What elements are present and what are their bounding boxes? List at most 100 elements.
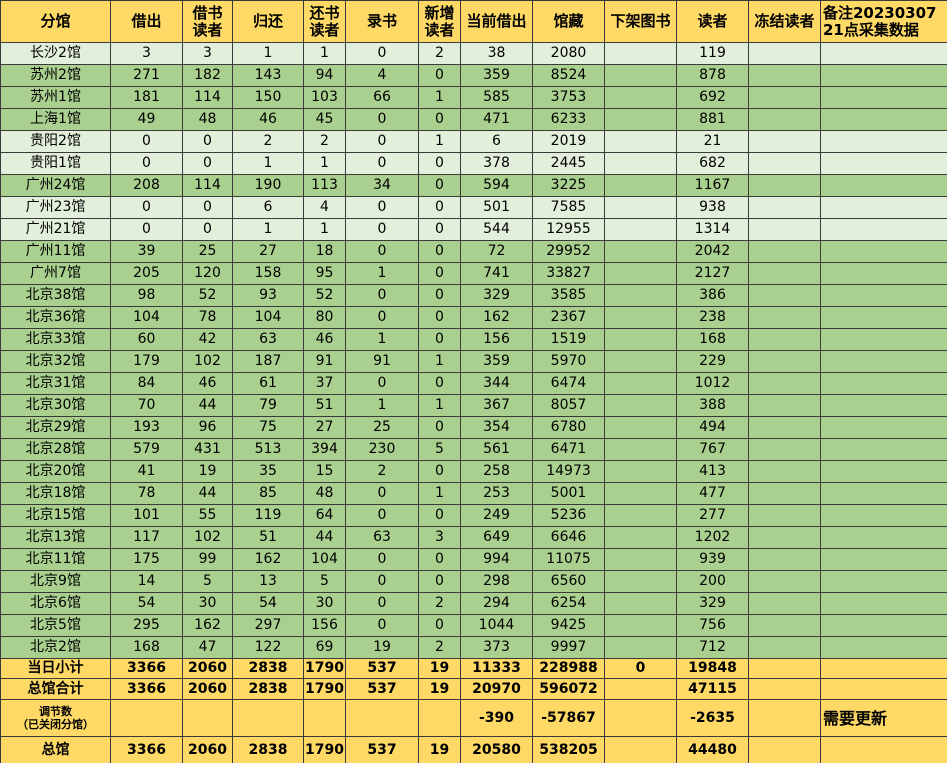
cell: [820, 394, 947, 417]
cell: 0: [345, 372, 419, 395]
cell: 102: [182, 350, 233, 373]
cell: 52: [303, 284, 346, 307]
cell: [820, 130, 947, 153]
cell: [604, 438, 677, 461]
cell: [748, 328, 821, 351]
cell: [748, 306, 821, 329]
cell: [604, 482, 677, 505]
cell: [820, 350, 947, 373]
branch-cell: 北京13馆: [0, 526, 111, 549]
cell: 61: [232, 372, 304, 395]
cell: 298: [460, 570, 533, 593]
cell: 72: [460, 240, 533, 263]
header-cell: 当前借出: [460, 0, 533, 43]
cell: 6474: [532, 372, 605, 395]
cell: [820, 592, 947, 615]
cell: 229: [676, 350, 749, 373]
cell: 63: [232, 328, 304, 351]
summary-cell: 537: [345, 736, 419, 763]
cell: 5: [182, 570, 233, 593]
cell: 63: [345, 526, 419, 549]
summary-cell: 2060: [182, 736, 233, 763]
cell: [820, 548, 947, 571]
cell: [748, 240, 821, 263]
summary-cell: 19: [418, 658, 461, 679]
cell: [604, 240, 677, 263]
cell: 3: [418, 526, 461, 549]
cell: 1: [232, 218, 304, 241]
cell: [748, 504, 821, 527]
summary-cell: 538205: [532, 736, 605, 763]
summary-cell: 596072: [532, 678, 605, 700]
cell: 96: [182, 416, 233, 439]
cell: 48: [303, 482, 346, 505]
data-row: 北京9馆 14 5 13 5 0 0 298 6560 200: [0, 570, 947, 593]
cell: 585: [460, 86, 533, 109]
cell: [604, 196, 677, 219]
cell: 150: [232, 86, 304, 109]
data-row: 广州24馆 208 114 190 113 34 0 594 3225 1167: [0, 174, 947, 197]
cell: 373: [460, 636, 533, 659]
cell: 0: [110, 218, 183, 241]
cell: 79: [232, 394, 304, 417]
cell: 1314: [676, 218, 749, 241]
data-row: 北京29馆 193 96 75 27 25 0 354 6780 494: [0, 416, 947, 439]
summary-row: 当日小计 3366 2060 2838 1790 537 19 11333 228988 0 198…: [0, 658, 947, 679]
cell: 30: [182, 592, 233, 615]
cell: 294: [460, 592, 533, 615]
cell: 11075: [532, 548, 605, 571]
cell: 1: [303, 152, 346, 175]
branch-cell: 广州23馆: [0, 196, 111, 219]
cell: 85: [232, 482, 304, 505]
cell: 51: [232, 526, 304, 549]
cell: 712: [676, 636, 749, 659]
data-row: 北京5馆 295 162 297 156 0 0 1044 9425 756: [0, 614, 947, 637]
cell: [748, 614, 821, 637]
cell: 84: [110, 372, 183, 395]
cell: 46: [303, 328, 346, 351]
summary-cell: [345, 699, 419, 737]
cell: 45: [303, 108, 346, 131]
header-cell: 备注20230307 21点采集数据: [820, 0, 947, 43]
data-row: 北京2馆 168 47 122 69 19 2 373 9997 712: [0, 636, 947, 659]
cell: 1: [418, 86, 461, 109]
cell: 46: [182, 372, 233, 395]
cell: 143: [232, 64, 304, 87]
cell: 594: [460, 174, 533, 197]
cell: [604, 394, 677, 417]
data-row: 北京36馆 104 78 104 80 0 0 162 2367 238: [0, 306, 947, 329]
cell: 44: [303, 526, 346, 549]
cell: 2445: [532, 152, 605, 175]
summary-cell: 1790: [303, 736, 346, 763]
cell: 378: [460, 152, 533, 175]
summary-cell: [232, 699, 304, 737]
cell: 0: [418, 460, 461, 483]
cell: [748, 438, 821, 461]
cell: [604, 130, 677, 153]
data-row: 北京6馆 54 30 54 30 0 2 294 6254 329: [0, 592, 947, 615]
cell: 1: [418, 394, 461, 417]
header-cell: 分馆: [0, 0, 111, 43]
cell: [604, 328, 677, 351]
cell: 193: [110, 416, 183, 439]
summary-cell: 44480: [676, 736, 749, 763]
cell: [604, 460, 677, 483]
summary-cell: -57867: [532, 699, 605, 737]
cell: [820, 526, 947, 549]
cell: [604, 636, 677, 659]
data-row: 北京18馆 78 44 85 48 0 1 253 5001 477: [0, 482, 947, 505]
cell: 2: [345, 460, 419, 483]
cell: 49: [110, 108, 183, 131]
cell: [820, 636, 947, 659]
cell: 1: [303, 218, 346, 241]
summary-cell: [110, 699, 183, 737]
cell: [604, 174, 677, 197]
cell: 0: [345, 108, 419, 131]
cell: 99: [182, 548, 233, 571]
cell: 249: [460, 504, 533, 527]
cell: [748, 86, 821, 109]
cell: 104: [232, 306, 304, 329]
cell: 0: [110, 152, 183, 175]
cell: 0: [418, 328, 461, 351]
cell: 0: [418, 614, 461, 637]
